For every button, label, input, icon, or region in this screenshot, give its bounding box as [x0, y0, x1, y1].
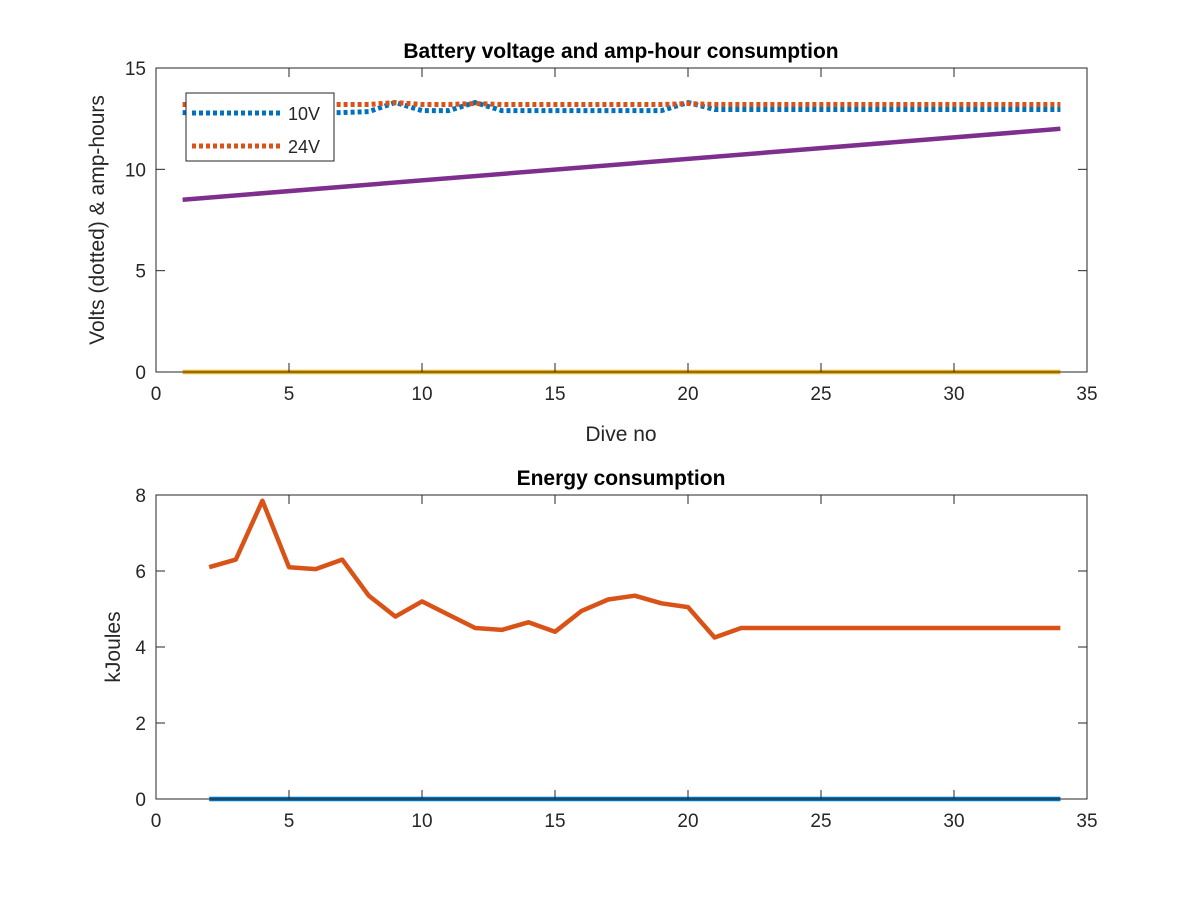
legend-box [185, 92, 335, 162]
energy-chart: 0 5 10 15 20 25 30 35 0 2 4 6 8 Energy consumption k… [102, 467, 1098, 832]
x-tick-label: 0 [151, 384, 162, 405]
axes-layer: 0 5 10 15 20 25 30 35 0 2 4 6 8 [135, 486, 1097, 832]
x-tick-label: 5 [284, 384, 295, 405]
x-tick-label: 35 [1076, 811, 1097, 832]
y-axis-label: kJoules [102, 611, 125, 682]
x-tick-label: 5 [284, 811, 295, 832]
y-tick-label: 10 [125, 160, 146, 181]
legend-label-10v: 10V [288, 104, 320, 124]
x-tick-label: 15 [544, 811, 565, 832]
y-axis-label: Volts (dotted) & amp-hours [86, 95, 109, 345]
plot-background [156, 495, 1087, 799]
x-tick-label: 30 [943, 384, 964, 405]
chart-title: Energy consumption [517, 467, 726, 490]
x-tick-label: 15 [544, 384, 565, 405]
y-tick-label: 0 [135, 363, 146, 384]
chart-title: Battery voltage and amp-hour consumption [403, 40, 838, 63]
y-tick-label: 6 [135, 562, 146, 583]
x-tick-label: 10 [411, 811, 432, 832]
series-line-4 [182, 126, 1061, 202]
legend-label-24v: 24V [288, 137, 320, 157]
y-tick-label: 5 [135, 262, 146, 283]
y-tick-label: 8 [135, 486, 146, 507]
y-tick-label: 15 [125, 59, 146, 80]
x-tick-label: 25 [810, 384, 831, 405]
x-tick-label: 30 [943, 811, 964, 832]
y-tick-label: 4 [135, 638, 146, 659]
battery-chart: 0 5 10 15 20 25 30 35 0 5 10 15 Battery voltage and… [86, 40, 1098, 446]
series-line-10v [182, 100, 1061, 116]
x-tick-label: 10 [411, 384, 432, 405]
x-tick-label: 20 [677, 384, 698, 405]
x-tick-label: 20 [677, 811, 698, 832]
y-tick-label: 0 [135, 790, 146, 811]
axes-layer: 0 5 10 15 20 25 30 35 0 5 10 15 [125, 59, 1098, 405]
legend: 10V 24V [185, 92, 335, 162]
x-tick-label: 35 [1076, 384, 1097, 405]
x-tick-label: 0 [151, 811, 162, 832]
y-tick-label: 2 [135, 714, 146, 735]
series-line-24v [182, 100, 1061, 107]
x-axis-label: Dive no [585, 423, 656, 446]
x-tick-label: 25 [810, 811, 831, 832]
axes-box [155, 67, 1088, 373]
series-line-2 [208, 498, 1061, 640]
